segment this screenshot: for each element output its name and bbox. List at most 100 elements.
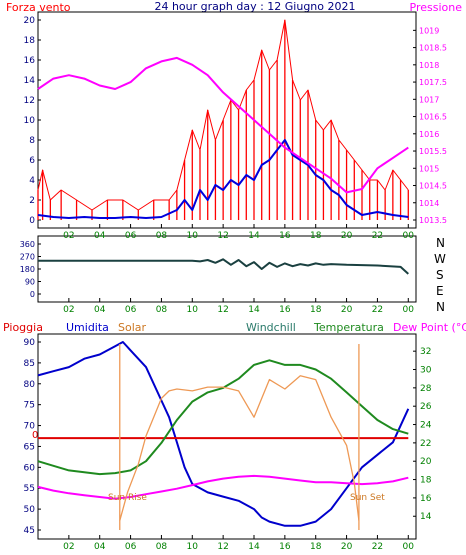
x-tick-label: 10 — [187, 542, 199, 552]
dir-tick-label: 180 — [20, 265, 35, 274]
sun-set-label: Sun Set — [350, 493, 385, 503]
x-tick-label: 08 — [156, 305, 168, 315]
x-tick-label: 02 — [63, 542, 74, 552]
compass-s: S — [436, 268, 444, 282]
solar-label: Solar — [118, 321, 147, 334]
hum-tick-label: 70 — [24, 422, 36, 432]
hum-tick-label: 75 — [24, 401, 35, 411]
umidita-label: Umidita — [66, 321, 109, 334]
x-tick-label: 00 — [403, 305, 415, 315]
chart-title: 24 hour graph day : 12 Giugno 2021 — [154, 0, 355, 13]
hum-tick-label: 50 — [24, 505, 36, 515]
solar-line — [119, 375, 360, 521]
x-tick-label: 12 — [217, 305, 228, 315]
pressure-line — [37, 56, 409, 194]
compass-w: W — [434, 252, 446, 266]
left-tick-label: 10 — [24, 116, 36, 126]
temp-tick-label: 28 — [420, 384, 432, 394]
x-tick-label: 18 — [310, 542, 322, 552]
x-tick-label: 06 — [125, 231, 137, 241]
x-tick-label: 16 — [279, 231, 291, 241]
dir-tick-label: 360 — [20, 240, 35, 249]
right-tick-label: 1017.5 — [419, 78, 447, 87]
x-tick-label: 14 — [248, 305, 260, 315]
x-tick-label: 18 — [310, 231, 322, 241]
windchill-label: Windchill — [246, 321, 296, 334]
hum-tick-label: 90 — [24, 338, 36, 348]
left-tick-label: 8 — [29, 136, 35, 146]
temp-tick-label: 22 — [420, 439, 431, 449]
left-tick-label: 0 — [29, 216, 35, 226]
compass-n-top: N — [436, 236, 445, 250]
x-tick-label: 22 — [372, 542, 383, 552]
x-tick-label: 08 — [156, 231, 168, 241]
x-tick-label: 04 — [94, 305, 106, 315]
x-tick-label: 06 — [125, 542, 137, 552]
x-tick-label: 12 — [217, 542, 228, 552]
left-tick-label: 2 — [29, 196, 35, 206]
x-tick-label: 18 — [310, 305, 322, 315]
left-tick-label: 6 — [29, 156, 35, 166]
right-tick-label: 1018 — [419, 61, 439, 70]
x-tick-label: 02 — [63, 305, 74, 315]
mid-plot-frame — [37, 235, 417, 303]
x-tick-label: 20 — [341, 542, 353, 552]
wind-gust-line — [37, 19, 409, 211]
mid-plot: 0 90 180 270 360 02 04 06 08 10 12 14 16 18 20 22 00 — [20, 240, 415, 315]
dew-point-line — [37, 474, 409, 500]
x-tick-label: 16 — [279, 305, 291, 315]
left-tick-label: 16 — [24, 56, 36, 66]
x-tick-label: 00 — [403, 231, 415, 241]
hum-tick-label: 60 — [24, 463, 36, 473]
x-tick-label: 10 — [187, 305, 199, 315]
hum-tick-label: 80 — [24, 380, 36, 390]
x-tick-label: 20 — [341, 305, 353, 315]
x-tick-label: 22 — [372, 231, 383, 241]
x-tick-label: 00 — [403, 542, 415, 552]
humidity-line — [37, 341, 410, 527]
right-tick-label: 1018.5 — [419, 44, 447, 53]
compass-n-bottom: N — [436, 300, 445, 314]
left-tick-label: 12 — [24, 96, 35, 106]
bottom-plot-frame — [37, 333, 417, 540]
x-tick-label: 22 — [372, 305, 383, 315]
right-tick-label: 1014.5 — [419, 182, 447, 191]
x-tick-label: 08 — [156, 542, 168, 552]
hum-tick-label: 65 — [24, 442, 35, 452]
temp-tick-label: 18 — [420, 476, 432, 486]
temp-tick-label: 20 — [420, 457, 432, 467]
top-plot: 024681012141618201013.510141014.51015101… — [24, 16, 447, 241]
right-tick-label: 1019 — [419, 26, 439, 35]
hum-tick-label: 55 — [24, 484, 35, 494]
pioggia-label: Pioggia — [3, 321, 43, 334]
right-tick-label: 1015.5 — [419, 147, 447, 156]
right-axis-label: Pressione — [410, 1, 463, 14]
left-tick-label: 14 — [24, 76, 36, 86]
x-tick-label: 04 — [94, 231, 106, 241]
left-tick-label: 4 — [29, 176, 35, 186]
temp-tick-label: 16 — [420, 494, 432, 504]
bottom-plot: 45 50 55 60 65 70 75 80 85 90 14 16 18 20 22 24 26 28 30 32… — [24, 338, 432, 552]
wind-direction-line — [38, 258, 409, 275]
top-plot-frame — [37, 11, 417, 229]
hum-tick-label: 45 — [24, 526, 35, 536]
right-tick-label: 1016 — [419, 130, 439, 139]
temp-tick-label: 30 — [420, 366, 432, 376]
left-tick-label: 20 — [24, 16, 36, 26]
temp-tick-label: 26 — [420, 402, 432, 412]
compass-e: E — [436, 284, 444, 298]
temperature-line — [37, 359, 409, 476]
right-tick-label: 1013.5 — [419, 216, 447, 225]
x-tick-label: 16 — [279, 542, 291, 552]
wind-avg-line — [37, 139, 409, 219]
hum-tick-label: 85 — [24, 359, 35, 369]
left-axis-label: Forza vento — [6, 1, 71, 14]
right-tick-label: 1015 — [419, 164, 439, 173]
x-tick-label: 06 — [125, 305, 137, 315]
temperatura-label: Temperatura — [313, 321, 384, 334]
dir-tick-label: 0 — [30, 290, 35, 299]
x-tick-label: 04 — [94, 542, 106, 552]
x-tick-label: 02 — [63, 231, 74, 241]
pioggia-zero-label: 0 — [32, 430, 38, 441]
